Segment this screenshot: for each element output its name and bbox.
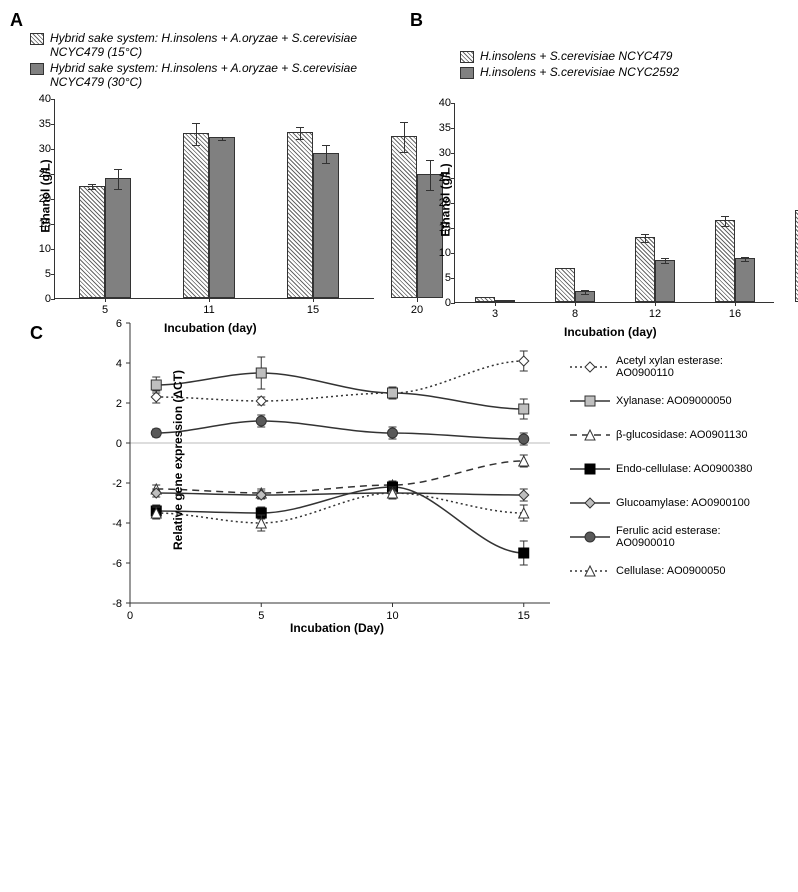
y-axis-title: Relative gene expression (ΔCT) <box>171 370 185 550</box>
legend-row: Xylanase: AO09000050 <box>570 387 770 415</box>
panel-a: A Hybrid sake system: H.insolens + A.ory… <box>10 10 400 303</box>
legend-swatch <box>570 394 610 408</box>
svg-text:4: 4 <box>116 358 122 370</box>
svg-text:6: 6 <box>116 318 122 330</box>
svg-text:-8: -8 <box>112 598 122 610</box>
svg-text:5: 5 <box>258 610 264 622</box>
hatched-swatch <box>460 51 474 63</box>
legend-row: Acetyl xylan esterase: AO0900110 <box>570 353 770 381</box>
svg-text:-4: -4 <box>112 518 122 530</box>
panel-b: B H.insolens + S.cerevisiae NCYC479 H.in… <box>410 10 788 303</box>
y-axis-title: Ethanol (g/L) <box>39 159 53 232</box>
legend-text: Endo-cellulase: AO0900380 <box>616 463 752 475</box>
legend-row: Endo-cellulase: AO0900380 <box>570 455 770 483</box>
solid-swatch <box>460 67 474 79</box>
panel-a-chart: 05101520253035405111520 <box>54 99 374 299</box>
bar <box>715 220 735 303</box>
y-axis-title: Ethanol (g/L) <box>439 163 453 236</box>
svg-text:15: 15 <box>518 610 530 622</box>
legend-text: Hybrid sake system: H.insolens + A.oryza… <box>50 31 400 59</box>
svg-text:10: 10 <box>386 610 398 622</box>
panel-b-legend: H.insolens + S.cerevisiae NCYC479 H.inso… <box>460 49 788 79</box>
legend-swatch <box>570 496 610 510</box>
svg-text:-6: -6 <box>112 558 122 570</box>
legend-row: H.insolens + S.cerevisiae NCYC2592 <box>460 65 788 79</box>
bar <box>735 258 755 302</box>
panel-a-legend: Hybrid sake system: H.insolens + A.oryza… <box>30 31 400 89</box>
figure: A Hybrid sake system: H.insolens + A.ory… <box>10 10 788 603</box>
legend-text: Cellulase: AO0900050 <box>616 565 725 577</box>
legend-row: Cellulase: AO0900050 <box>570 557 770 585</box>
bar <box>655 260 675 303</box>
legend-swatch <box>570 530 610 544</box>
svg-text:0: 0 <box>116 438 122 450</box>
legend-text: Glucoamylase: AO0900100 <box>616 497 750 509</box>
bar <box>209 137 235 298</box>
legend-text: H.insolens + S.cerevisiae NCYC479 <box>480 49 672 63</box>
solid-swatch <box>30 63 44 75</box>
bar <box>555 268 575 302</box>
legend-row: Ferulic acid esterase: AO0900010 <box>570 523 770 551</box>
panel-c-legend: Acetyl xylan esterase: AO0900110 Xylanase… <box>570 353 770 591</box>
bar <box>313 153 339 298</box>
legend-text: Acetyl xylan esterase: AO0900110 <box>616 355 770 379</box>
panel-c: C -8-6-4-20246051015 Relative gene expre… <box>90 323 690 603</box>
legend-text: Ferulic acid esterase: AO0900010 <box>616 525 770 549</box>
panel-b-chart: 051015202530354038121620 <box>454 103 774 303</box>
x-axis-title: Incubation (Day) <box>290 621 384 635</box>
legend-swatch <box>570 564 610 578</box>
bar <box>79 186 105 299</box>
bar <box>287 132 313 298</box>
legend-swatch <box>570 462 610 476</box>
svg-text:-2: -2 <box>112 478 122 490</box>
legend-swatch <box>570 360 610 374</box>
legend-row: H.insolens + S.cerevisiae NCYC479 <box>460 49 788 63</box>
legend-row: β-glucosidase: AO0901130 <box>570 421 770 449</box>
panel-b-label: B <box>410 10 788 31</box>
legend-text: Hybrid sake system: H.insolens + A.oryza… <box>50 61 400 89</box>
panel-c-label: C <box>30 323 43 344</box>
svg-text:0: 0 <box>127 610 133 622</box>
top-row: A Hybrid sake system: H.insolens + A.ory… <box>10 10 788 303</box>
bar <box>635 237 655 302</box>
legend-text: β-glucosidase: AO0901130 <box>616 429 748 441</box>
legend-row: Hybrid sake system: H.insolens + A.oryza… <box>30 31 400 59</box>
legend-row: Hybrid sake system: H.insolens + A.oryza… <box>30 61 400 89</box>
legend-swatch <box>570 428 610 442</box>
bar <box>105 178 131 298</box>
legend-row: Glucoamylase: AO0900100 <box>570 489 770 517</box>
hatched-swatch <box>30 33 44 45</box>
panel-a-label: A <box>10 10 400 31</box>
legend-text: H.insolens + S.cerevisiae NCYC2592 <box>480 65 679 79</box>
bar <box>183 133 209 298</box>
legend-text: Xylanase: AO09000050 <box>616 395 732 407</box>
svg-text:2: 2 <box>116 398 122 410</box>
